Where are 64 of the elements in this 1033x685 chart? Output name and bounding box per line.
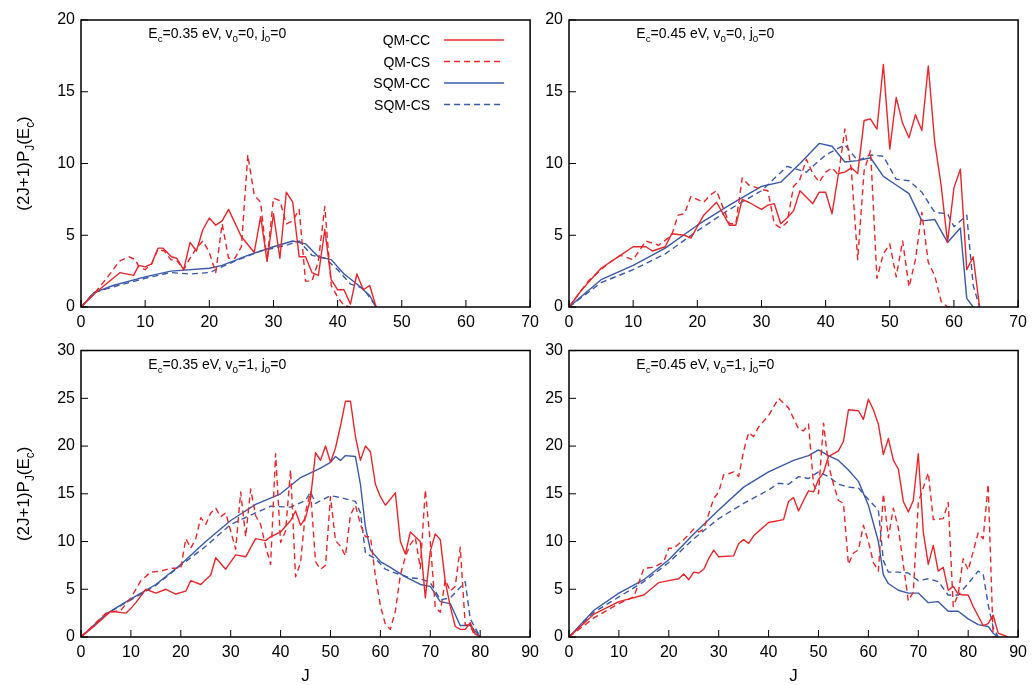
x-tick-label: 50 [392, 313, 411, 331]
x-tick-label: 30 [264, 313, 283, 331]
x-tick-label: 20 [688, 313, 707, 331]
x-tick-label: 40 [328, 313, 347, 331]
x-tick-label: 70 [521, 313, 540, 331]
x-tick-label: 20 [171, 643, 190, 661]
legend-label: QM-CS [383, 53, 431, 70]
y-tick-label: 15 [545, 82, 564, 100]
x-tick-label: 30 [752, 313, 771, 331]
y-tick-label: 30 [545, 341, 564, 359]
y-tick-label: 15 [545, 484, 564, 502]
y-tick-label: 0 [66, 297, 76, 315]
y-tick-label: 15 [57, 82, 76, 100]
y-tick-label: 10 [545, 531, 564, 549]
x-tick-label: 70 [909, 643, 928, 661]
x-tick-label: 20 [200, 313, 219, 331]
y-tick-label: 0 [554, 297, 564, 315]
y-tick-label: 20 [57, 436, 76, 454]
y-tick-label: 5 [554, 225, 564, 243]
y-tick-label: 25 [57, 388, 76, 406]
y-tick-label: 5 [554, 579, 564, 597]
y-tick-label: 30 [57, 341, 76, 359]
x-tick-label: 60 [457, 313, 475, 331]
x-tick-label: 10 [136, 313, 155, 331]
y-tick-label: 20 [545, 10, 564, 28]
x-tick-label: 60 [859, 643, 878, 661]
y-tick-label: 20 [57, 10, 76, 28]
y-tick-label: 10 [57, 531, 76, 549]
x-tick-label: 10 [624, 313, 643, 331]
x-tick-label: 10 [122, 643, 140, 661]
x-tick-label: 20 [659, 643, 678, 661]
y-tick-label: 5 [66, 579, 76, 597]
x-tick-label: 30 [709, 643, 728, 661]
legend-label: SQM-CS [374, 96, 431, 113]
x-tick-label: 30 [221, 643, 240, 661]
x-tick-label: 50 [321, 643, 340, 661]
x-tick-label: 80 [471, 643, 490, 661]
legend-label: QM-CC [382, 32, 431, 48]
y-axis-title: (2J+1)PJ(Ec) [14, 446, 38, 542]
x-tick-label: 50 [809, 643, 828, 661]
x-tick-label: 50 [880, 313, 899, 331]
x-tick-label: 60 [945, 313, 963, 331]
x-tick-label: 40 [759, 643, 778, 661]
y-tick-label: 5 [66, 225, 76, 243]
y-tick-label: 10 [57, 153, 76, 171]
x-tick-label: 70 [1009, 313, 1028, 331]
y-tick-label: 10 [545, 153, 564, 171]
x-axis-title: J [301, 666, 310, 685]
x-tick-label: 80 [959, 643, 978, 661]
x-tick-label: 40 [816, 313, 835, 331]
x-tick-label: 60 [371, 643, 390, 661]
x-tick-label: 10 [610, 643, 628, 661]
y-tick-label: 25 [545, 388, 564, 406]
y-tick-label: 0 [66, 627, 76, 645]
x-tick-label: 70 [421, 643, 440, 661]
y-tick-label: 0 [554, 627, 564, 645]
x-tick-label: 40 [271, 643, 290, 661]
legend-label: SQM-CC [373, 75, 431, 91]
x-tick-label: 90 [1009, 643, 1028, 661]
y-tick-label: 20 [545, 436, 564, 454]
y-tick-label: 15 [57, 484, 76, 502]
x-axis-title: J [789, 666, 798, 685]
x-tick-label: 90 [521, 643, 540, 661]
y-axis-title: (2J+1)PJ(Ec) [14, 116, 38, 211]
